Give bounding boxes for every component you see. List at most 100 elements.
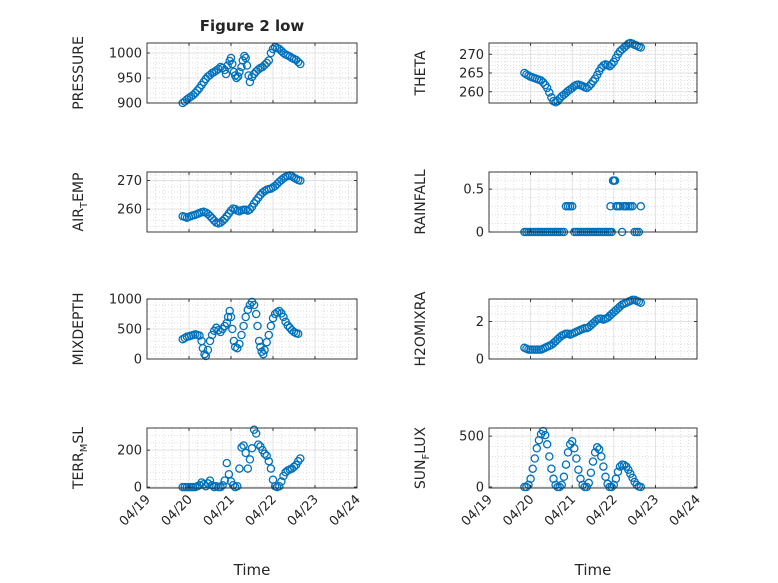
series-markers — [178, 425, 305, 492]
data-point — [218, 480, 227, 490]
data-point — [240, 51, 249, 61]
data-point — [605, 61, 614, 71]
data-point — [632, 480, 641, 490]
y-axis-label: MIXDEPTH — [71, 293, 87, 366]
data-point — [538, 78, 548, 87]
data-point — [572, 454, 581, 463]
data-point — [243, 305, 253, 315]
data-point — [597, 452, 606, 461]
data-point — [207, 330, 217, 340]
tick-marks — [489, 299, 697, 360]
x-tick-label: 04/21 — [542, 492, 579, 529]
y-tick-label: 0 — [134, 481, 142, 496]
data-point — [266, 464, 276, 473]
data-point — [195, 331, 204, 340]
data-point — [561, 460, 571, 469]
data-point — [264, 56, 274, 65]
x-tick-label: 04/20 — [159, 492, 196, 529]
subplots: 900 950 1000 PRESSURE 260 265 270 THETA 260 270 AI… — [71, 36, 704, 579]
subplot-rainfall: 0 0.5 RAINFALL — [413, 169, 698, 241]
y-tick-label: 0 — [476, 480, 484, 495]
data-point — [557, 480, 567, 490]
data-point — [237, 330, 246, 340]
data-point — [230, 204, 240, 214]
data-point — [233, 343, 242, 353]
data-point — [262, 58, 271, 68]
data-point — [283, 321, 292, 330]
data-point — [619, 460, 629, 470]
y-tick-label: 500 — [459, 430, 484, 445]
data-point — [588, 76, 598, 86]
axes-box — [488, 171, 698, 233]
subplot-air_temp: 260 270 AIRTEMP — [71, 171, 358, 233]
data-point — [259, 349, 268, 359]
y-axis-label: PRESSURE — [71, 36, 87, 110]
data-point — [239, 321, 248, 331]
subplot-terr_msl: 0 200 TERRMSL 04/19 04/20 04/21 04/22 04/23 04/2… — [71, 425, 364, 579]
axes-box — [146, 171, 358, 233]
data-point — [615, 302, 625, 311]
data-point — [270, 181, 280, 191]
data-point — [203, 209, 213, 219]
data-point — [628, 473, 637, 483]
data-point — [570, 444, 579, 453]
minor-grid — [489, 298, 697, 360]
data-point — [538, 426, 548, 436]
x-tick-label: 04/22 — [584, 492, 621, 529]
data-point — [626, 469, 635, 479]
y-tick-label: 0 — [134, 353, 142, 368]
data-point — [547, 464, 556, 473]
major-grid — [147, 172, 357, 232]
data-point — [615, 202, 625, 211]
data-point — [553, 96, 562, 106]
data-point — [258, 188, 267, 197]
data-point — [237, 443, 246, 452]
data-point — [245, 77, 255, 87]
y-axis-label: SUNFLUX — [413, 426, 432, 489]
data-point — [293, 329, 303, 339]
data-point — [279, 312, 288, 322]
series-markers — [520, 295, 646, 354]
data-point — [536, 76, 546, 85]
data-point — [582, 482, 592, 492]
y-tick-label: 0.5 — [463, 183, 484, 198]
data-point — [624, 465, 633, 474]
plot-area — [489, 172, 697, 232]
data-point — [254, 65, 263, 74]
tick-marks — [147, 172, 357, 232]
y-tick-label: 260 — [459, 85, 484, 100]
axes-box — [146, 427, 358, 489]
y-tick-label: 900 — [117, 97, 142, 112]
data-point — [262, 451, 271, 460]
y-axis-label: RAINFALL — [413, 169, 429, 234]
data-point — [268, 313, 278, 323]
data-point — [222, 458, 232, 468]
y-tick-label: 270 — [117, 174, 142, 189]
data-point — [260, 60, 269, 70]
data-point — [559, 472, 569, 482]
data-point — [293, 57, 303, 67]
y-axis-label: THETA — [413, 50, 429, 96]
data-point — [222, 318, 232, 328]
data-point — [607, 60, 616, 69]
axes-box — [488, 427, 698, 489]
data-point — [545, 88, 554, 97]
x-axis-label: Time — [574, 561, 612, 579]
data-point — [264, 456, 274, 466]
subplot-h2omixra: 0 2 H2OMIXRA — [413, 291, 698, 368]
data-point — [260, 449, 269, 459]
plot-area — [489, 299, 697, 359]
y-tick-label: 950 — [117, 72, 142, 87]
data-point — [542, 83, 552, 93]
data-point — [264, 330, 274, 340]
y-axis-label: AIRTEMP — [71, 173, 90, 232]
data-point — [540, 430, 550, 440]
x-tick-label: 04/20 — [500, 492, 537, 529]
data-point — [607, 482, 616, 492]
tick-marks — [147, 43, 357, 104]
data-point — [207, 214, 217, 223]
y-tick-label: 0 — [476, 353, 484, 368]
data-point — [551, 480, 560, 490]
data-point — [254, 440, 263, 449]
data-point — [526, 474, 535, 484]
